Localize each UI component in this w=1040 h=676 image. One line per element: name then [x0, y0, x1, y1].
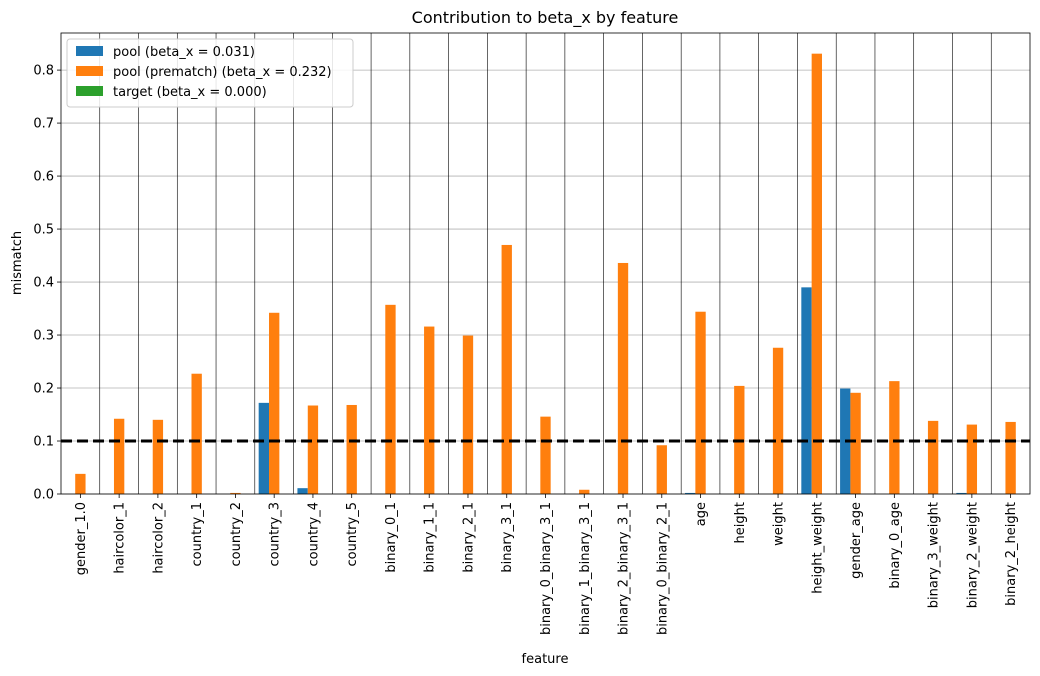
bar-pool-prematch-age: [695, 311, 706, 494]
y-tick-label: 0.0: [33, 488, 54, 503]
y-tick-label: 0.2: [33, 382, 54, 397]
plot-frame: [60, 32, 1031, 495]
x-tick-label: country_4: [306, 502, 321, 567]
x-tick-label: haircolor_2: [151, 502, 166, 574]
legend-swatch: [76, 66, 103, 76]
x-axis-label: feature: [522, 652, 569, 667]
bar-pool-prematch-binary_0_binary_3_1: [540, 416, 551, 494]
x-tick-label: gender_age: [849, 502, 864, 579]
x-tick-label: gender_1.0: [74, 502, 89, 575]
bar-pool-prematch-binary_2_weight: [966, 424, 978, 494]
bar-pool-prematch-binary_1_binary_3_1: [579, 489, 590, 494]
chart-title: Contribution to beta_x by feature: [412, 8, 679, 28]
bar-pool-prematch-height_weight: [811, 53, 822, 494]
x-tick-label: binary_2_weight: [965, 502, 980, 608]
x-tick-label: height_weight: [810, 502, 825, 594]
y-axis-label: mismatch: [10, 231, 25, 295]
legend: pool (beta_x = 0.031) pool (prematch) (be…: [66, 38, 354, 108]
legend-label: pool (beta_x = 0.031): [113, 45, 255, 60]
bar-pool-prematch-binary_0_age: [889, 381, 900, 494]
y-tick-label: 0.4: [33, 276, 54, 291]
bar-pool-country_4: [297, 488, 308, 494]
bar-pool-prematch-country_5: [346, 404, 357, 494]
x-tick-label: binary_2_binary_3_1: [617, 502, 632, 635]
x-tick-label: binary_3_1: [500, 502, 515, 573]
y-tick-label: 0.3: [33, 329, 54, 344]
bar-pool-height_weight: [801, 287, 812, 494]
x-tick-label: binary_1_binary_3_1: [578, 502, 593, 635]
bar-pool-prematch-weight: [772, 347, 784, 494]
bar-pool-prematch-haircolor_2: [152, 419, 164, 494]
legend-label: target (beta_x = 0.000): [113, 85, 267, 100]
bar-pool-prematch-binary_2_binary_3_1: [617, 262, 629, 494]
x-tick-label: binary_3_weight: [927, 502, 942, 608]
y-tick-label: 0.6: [33, 170, 54, 185]
y-tick-label: 0.5: [33, 223, 54, 238]
bar-pool-prematch-country_1: [191, 373, 202, 494]
x-tick-label: binary_0_binary_2_1: [655, 502, 670, 635]
y-tick-label: 0.1: [33, 435, 54, 450]
x-tick-label: binary_0_age: [888, 502, 903, 589]
bar-pool-prematch-binary_2_1: [462, 335, 474, 494]
bar-pool-prematch-country_4: [307, 405, 319, 494]
x-tick-label: binary_0_binary_3_1: [539, 502, 554, 635]
bar-pool-prematch-binary_1_1: [424, 326, 435, 494]
x-tick-label: weight: [772, 502, 787, 546]
x-tick-label: binary_1_1: [423, 502, 438, 573]
x-tick-label: binary_2_height: [1004, 502, 1019, 606]
bar-pool-prematch-haircolor_1: [113, 418, 125, 494]
bar-pool-prematch-country_2: [230, 492, 241, 494]
axis-layer: 0.0 0.1 0.2 0.3 0.4 0.5 0.6 0.7 0.8 gender_1.0 hai…: [33, 32, 1031, 635]
x-tick-label: country_2: [229, 502, 244, 567]
grid-layer: [61, 33, 1030, 495]
x-tick-label: binary_2_1: [461, 502, 476, 573]
bar-pool-prematch-binary_3_weight: [927, 420, 939, 494]
x-tick-label: country_1: [190, 502, 205, 567]
bar-pool-prematch-binary_0_binary_2_1: [656, 445, 667, 494]
legend-box: [66, 38, 354, 108]
x-tick-label: height: [733, 502, 748, 543]
bar-pool-prematch-country_3: [269, 312, 280, 494]
y-tick-label: 0.8: [33, 64, 54, 79]
legend-swatch: [76, 86, 103, 96]
legend-swatch: [76, 46, 103, 56]
x-tick-label: country_3: [268, 502, 283, 567]
legend-label: pool (prematch) (beta_x = 0.232): [113, 65, 332, 80]
x-tick-label: binary_0_1: [384, 502, 399, 573]
x-tick-label: country_5: [345, 502, 360, 567]
bar-pool-prematch-gender_1.0: [75, 473, 86, 494]
bar-pool-prematch-binary_3_1: [501, 244, 512, 494]
bar-pool-country_3: [258, 402, 270, 494]
bar-pool-prematch-gender_age: [850, 392, 861, 494]
bar-pool-binary_2_weight: [956, 492, 967, 494]
bar-pool-prematch-binary_2_height: [1005, 421, 1016, 494]
bar-pool-prematch-binary_0_1: [385, 304, 396, 494]
y-tick-label: 0.7: [33, 117, 54, 132]
x-tick-label: age: [694, 502, 709, 526]
x-tick-label: haircolor_1: [113, 502, 128, 574]
bar-pool-age: [685, 492, 696, 494]
